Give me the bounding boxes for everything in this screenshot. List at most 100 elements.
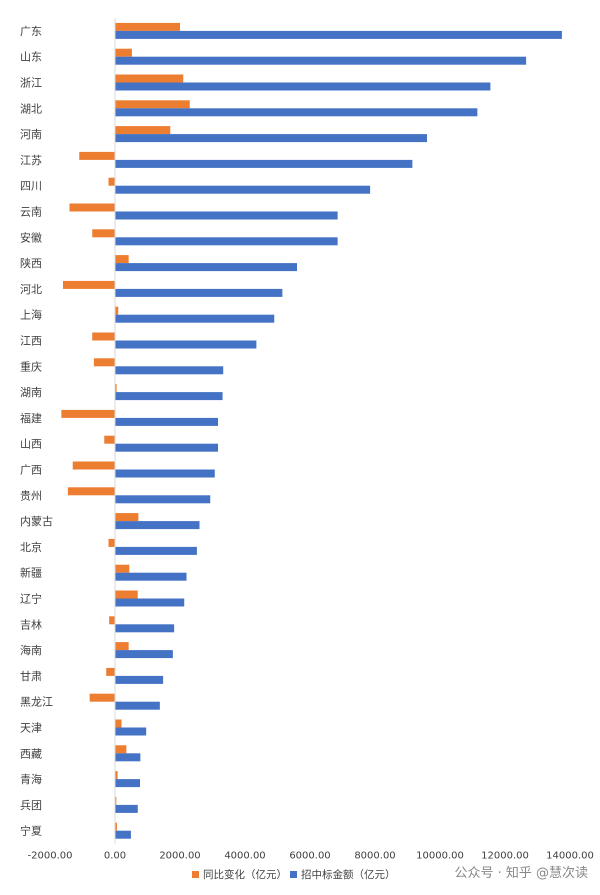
category-label: 甘肃 <box>20 670 42 683</box>
bar-change <box>115 822 117 831</box>
legend: 同比变化（亿元） 招中标金额（亿元） <box>192 868 396 881</box>
bar-change <box>115 22 180 31</box>
bar-change <box>115 306 119 315</box>
bar-amount <box>115 598 185 607</box>
bar-change <box>72 461 115 470</box>
bar-amount <box>115 830 131 839</box>
bar-amount <box>115 417 219 426</box>
bar-change <box>89 693 115 702</box>
category-label: 四川 <box>20 180 42 193</box>
bar-amount <box>115 650 173 659</box>
bar-change <box>115 719 122 728</box>
bar-amount <box>115 727 147 736</box>
category-label: 天津 <box>20 722 42 735</box>
bar-change <box>115 745 127 754</box>
category-label: 广东 <box>20 25 42 38</box>
legend-swatch-amount <box>290 871 297 878</box>
bar-change <box>115 255 129 264</box>
bar-change <box>108 177 115 186</box>
category-label: 吉林 <box>20 617 42 631</box>
category-label: 山东 <box>20 51 42 64</box>
bar-amount <box>115 82 491 91</box>
x-tick-label: 14000.00 <box>546 851 594 862</box>
x-tick-label: 12000.00 <box>481 851 529 862</box>
x-tick-labels: -2000.00 0.00 2000.00 4000.00 6000.00 8000.00… <box>28 851 594 862</box>
category-label: 北京 <box>20 540 42 554</box>
bar-amount <box>115 134 427 143</box>
bar-amount <box>115 469 215 478</box>
bar-amount <box>115 521 200 530</box>
bar-amount <box>115 624 175 633</box>
bar-amount <box>115 392 223 401</box>
bar-change <box>61 409 115 418</box>
bar-amount <box>115 30 562 39</box>
x-tick-label: -2000.00 <box>28 851 73 862</box>
bar-change <box>115 513 139 522</box>
x-tick-label: 8000.00 <box>354 851 395 862</box>
bar-change <box>104 435 115 444</box>
bar-amount <box>115 546 197 555</box>
bar-amount <box>115 366 224 375</box>
category-label: 云南 <box>20 206 42 219</box>
category-label: 兵团 <box>20 799 42 812</box>
bar-amount <box>115 675 164 684</box>
bar-amount <box>115 185 371 194</box>
bar-change <box>92 229 115 238</box>
x-tick-label: 2000.00 <box>159 851 200 862</box>
bar-change <box>115 642 129 651</box>
category-label: 湖南 <box>20 386 42 399</box>
category-label: 浙江 <box>20 77 42 90</box>
category-label: 黑龙江 <box>20 696 53 709</box>
category-label: 贵州 <box>20 489 42 502</box>
x-tick-label: 10000.00 <box>416 851 464 862</box>
category-label: 西藏 <box>20 747 42 760</box>
bar-amount <box>115 340 257 349</box>
bar-amount <box>115 288 283 297</box>
x-tick-label: 0.00 <box>104 851 126 862</box>
bar-amount <box>115 443 219 452</box>
x-tick-label: 4000.00 <box>224 851 265 862</box>
bar-amount <box>115 572 187 581</box>
category-label: 内蒙古 <box>20 514 53 528</box>
bar-change <box>108 538 115 547</box>
category-label: 陕西 <box>20 256 42 270</box>
bar-change <box>115 384 117 393</box>
bar-change <box>115 796 117 805</box>
bar-amount <box>115 779 141 788</box>
bar-change <box>93 358 115 367</box>
bar-amount <box>115 804 138 813</box>
category-label: 重庆 <box>20 359 42 373</box>
category-label: 福建 <box>20 411 42 425</box>
bar-change <box>69 203 115 212</box>
bar-change <box>115 564 130 573</box>
bar-change <box>115 100 190 109</box>
bar-amount <box>115 753 141 762</box>
bar-change <box>109 616 115 625</box>
bar-change <box>67 487 115 496</box>
category-label: 湖北 <box>20 102 42 115</box>
category-labels: 广东山东浙江湖北河南江苏四川云南安徽陕西河北上海江西重庆湖南福建山西广西贵州内蒙… <box>20 25 53 838</box>
category-label: 江西 <box>20 335 42 348</box>
bar-amount <box>115 701 160 710</box>
bar-change <box>115 590 138 599</box>
bar-amount <box>115 108 478 117</box>
bar-change <box>115 126 171 135</box>
bar-change <box>115 771 118 780</box>
bar-change <box>115 48 132 57</box>
x-tick-label: 6000.00 <box>289 851 330 862</box>
category-label: 安徽 <box>20 230 42 244</box>
category-label: 海南 <box>20 643 42 657</box>
legend-swatch-change <box>192 871 199 878</box>
legend-label-change: 同比变化（亿元） <box>203 868 287 881</box>
bar-amount <box>115 56 527 65</box>
category-label: 上海 <box>20 308 42 322</box>
category-label: 青海 <box>20 772 42 786</box>
bar-change <box>79 151 115 160</box>
category-label: 河南 <box>20 128 42 141</box>
bar-amount <box>115 495 211 504</box>
bar-amount <box>115 211 338 220</box>
category-label: 宁夏 <box>20 824 42 838</box>
category-label: 山西 <box>20 438 42 451</box>
bar-change <box>92 332 115 341</box>
